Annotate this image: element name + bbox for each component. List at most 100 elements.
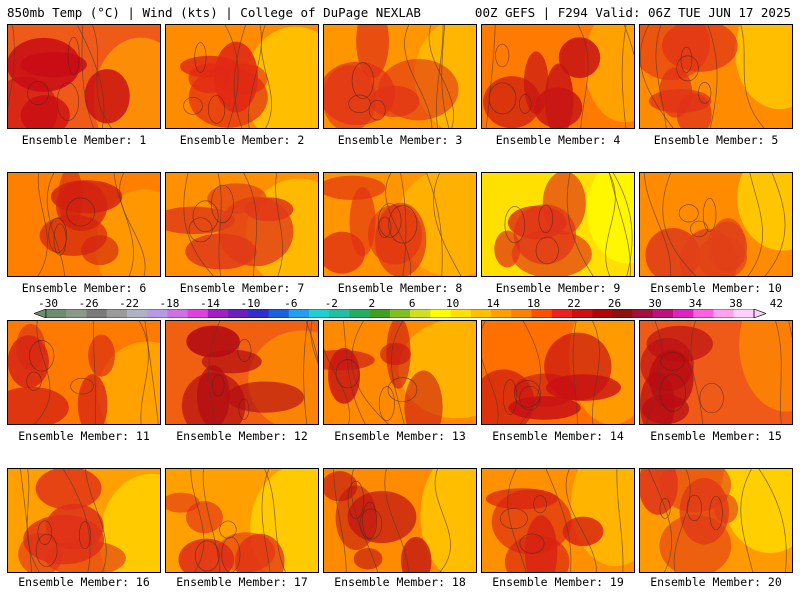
ensemble-member-label: Ensemble Member: 1 [21,133,147,147]
temperature-field [166,321,318,424]
ensemble-member-label: Ensemble Member: 14 [492,429,624,443]
colorbar-swatch [491,309,512,318]
ensemble-member-map [165,24,319,129]
ensemble-member-label: Ensemble Member: 3 [337,133,463,147]
ensemble-member-map [639,468,793,573]
temperature-field [324,469,476,572]
colorbar-swatch [349,309,370,318]
colorbar-tick-label: 2 [368,297,376,310]
colorbar-swatch [470,309,492,318]
ensemble-member-map [323,172,477,277]
colorbar-tick-label: -2 [324,297,338,310]
colorbar-swatch [592,309,613,318]
colorbar-swatch [46,309,67,318]
colorbar-swatch [106,309,128,318]
ensemble-member-map [639,172,793,277]
colorbar-swatch [268,309,290,318]
colorbar-swatch [693,309,714,318]
temperature-field [166,173,318,276]
colorbar-swatch [147,309,168,318]
ensemble-member-map [323,24,477,129]
ensemble-member-map [7,172,161,277]
colorbar-tick-label: -14 [200,297,220,310]
temperature-field [640,321,792,424]
colorbar-swatch [66,309,87,318]
ensemble-member-label: Ensemble Member: 17 [176,575,308,589]
colorbar-swatch [450,309,472,318]
colorbar-swatch [86,309,107,318]
temperature-field [166,469,318,572]
colorbar-tick-label: -6 [284,297,298,310]
chart-title: 850mb Temp (°C) | Wind (kts) | College o… [7,5,421,20]
ensemble-member-label: Ensemble Member: 7 [179,281,305,295]
ensemble-member-label: Ensemble Member: 6 [21,281,147,295]
colorbar-tick-label: 26 [607,297,622,310]
temperature-field [482,321,634,424]
colorbar-swatch [389,309,411,318]
ensemble-member-label: Ensemble Member: 8 [337,281,463,295]
ensemble-member-map [165,172,319,277]
temperature-field [640,469,792,572]
colorbar-swatch [612,309,633,318]
colorbar-tick-label: -30 [38,297,59,310]
ensemble-member-label: Ensemble Member: 5 [653,133,779,147]
ensemble-member-label: Ensemble Member: 12 [176,429,308,443]
colorbar-min-arrow [34,309,47,318]
colorbar-tick-label: -18 [159,297,180,310]
temperature-field [166,25,318,128]
ensemble-member-label: Ensemble Member: 18 [334,575,466,589]
ensemble-member-map [481,24,635,129]
colorbar-tick-label: 30 [648,297,662,310]
temperature-field [640,25,792,128]
colorbar-swatch [511,309,532,318]
temperature-field [324,25,476,128]
ensemble-member-map [323,320,477,425]
colorbar-swatch [733,309,755,318]
colorbar-tick-label: 42 [769,297,783,310]
colorbar-swatch [531,309,553,318]
temperature-field [640,173,792,276]
colorbar-swatch [167,309,188,318]
temperature-field [324,321,476,424]
colorbar-swatch [632,309,654,318]
ensemble-member-label: Ensemble Member: 15 [650,429,782,443]
colorbar-swatch [551,309,573,318]
ensemble-member-label: Ensemble Member: 10 [650,281,782,295]
colorbar-swatch [329,309,350,318]
colorbar-tick-label: 6 [408,297,416,310]
ensemble-member-map [639,320,793,425]
colorbar-tick-label: 38 [729,297,743,310]
colorbar-tick-label: 22 [567,297,581,310]
colorbar-tick-label: -26 [78,297,99,310]
colorbar-tick-label: -10 [240,297,261,310]
colorbar-swatch [713,309,735,318]
colorbar-swatch [652,309,674,318]
colorbar-tick-label: 34 [688,297,703,310]
colorbar-tick-label: 14 [486,297,500,310]
colorbar-tick-label: 10 [446,297,460,310]
colorbar-swatch [430,309,451,318]
ensemble-member-label: Ensemble Member: 4 [495,133,621,147]
ensemble-member-label: Ensemble Member: 11 [18,429,150,443]
ensemble-member-label: Ensemble Member: 16 [18,575,150,589]
temperature-field [8,173,160,276]
temperature-field [8,321,160,424]
ensemble-member-label: Ensemble Member: 20 [650,575,782,589]
temperature-field [324,173,476,276]
colorbar-swatch [207,309,229,318]
colorbar-swatch [673,309,694,318]
ensemble-member-map [7,468,161,573]
colorbar-max-arrow [753,309,766,318]
colorbar-swatch [288,309,310,318]
ensemble-member-map [7,320,161,425]
ensemble-member-map [639,24,793,129]
ensemble-member-map [481,320,635,425]
ensemble-member-map [165,468,319,573]
ensemble-member-map [165,320,319,425]
colorbar-swatch [410,309,431,318]
colorbar-swatch [248,309,269,318]
colorbar-swatch [571,309,593,318]
ensemble-member-map [481,468,635,573]
temperature-field [8,469,160,572]
ensemble-member-label: Ensemble Member: 9 [495,281,621,295]
